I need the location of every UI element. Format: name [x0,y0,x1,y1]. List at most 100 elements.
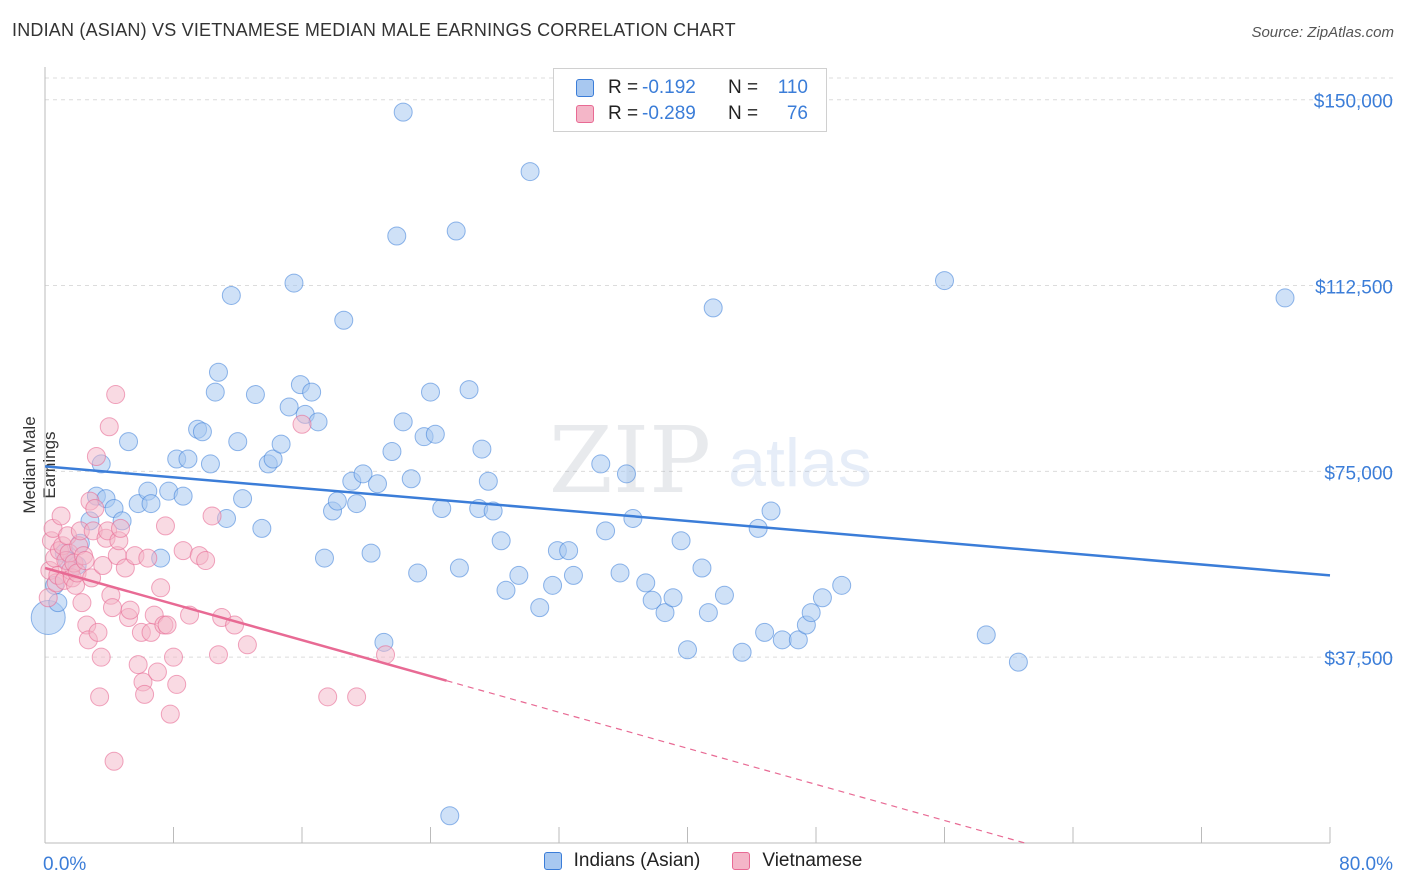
data-point-vietnamese [155,516,175,536]
legend-swatch-indians [576,79,594,97]
legend-swatch-indians [543,852,562,870]
data-point-indian [610,563,630,583]
chart-title: INDIAN (ASIAN) VS VIETNAMESE MEDIAN MALE… [12,20,736,40]
data-point-indian [192,422,212,442]
data-point-vietnamese [93,556,113,576]
data-point-indian [976,625,996,645]
y-tick-label: $37,500 [1324,649,1393,670]
data-point-indian [353,464,373,484]
data-point-vietnamese [173,541,193,561]
data-point-indian [308,412,328,432]
watermark-zip: ZIP [549,407,711,514]
data-point-indian [559,541,579,561]
data-point-vietnamese [99,417,119,437]
data-point-indian [1275,288,1295,308]
data-point-indian [483,501,503,521]
data-point-indian [563,565,583,585]
data-point-indian [408,563,428,583]
data-point-vietnamese [164,647,183,667]
data-point-vietnamese [167,674,187,694]
legend-r-label: R = [608,103,639,124]
data-point-indian [788,630,808,650]
data-point-indian [655,603,675,623]
watermark-atlas: atlas [728,425,872,501]
data-point-indian [440,806,460,826]
data-point-vietnamese [38,588,58,608]
data-point-indian [714,585,734,605]
data-point-indian [772,630,792,650]
data-point-indian [446,221,466,241]
data-point-indian [314,548,334,568]
data-point-indian [401,469,421,489]
legend-label-indians: Indians (Asian) [573,850,701,871]
data-point-indian [732,642,752,662]
data-point-vietnamese [237,635,257,655]
legend-label-vietnamese: Vietnamese [762,850,863,871]
legend-item-vietnamese[interactable]: Vietnamese [732,850,862,872]
data-point-indian [178,449,198,469]
data-point-indian [935,271,954,291]
data-point-indian [334,310,354,330]
data-point-vietnamese [72,593,92,613]
data-point-indian [347,494,367,514]
gridlines [45,77,1395,658]
legend-row-vietnamese: R = -0.289 N = 76 [576,101,808,127]
legend-n-value: 76 [786,103,808,124]
axes [44,67,1331,844]
y-tick-label: $150,000 [1314,92,1393,113]
data-point-indian [623,508,643,528]
data-point-indian [284,273,304,293]
data-point-indian [173,486,193,506]
data-point-vietnamese [147,662,167,682]
trend-line-vietnamese [44,566,447,682]
data-point-indian [478,471,498,491]
data-point-indian [367,474,387,494]
legend-item-indians[interactable]: Indians (Asian) [543,850,701,872]
data-point-vietnamese [86,447,106,466]
correlation-legend: R = -0.192 N = 110 R = -0.289 N = 76 [553,68,827,132]
data-point-indian [387,226,407,246]
data-point-vietnamese [160,704,180,724]
data-point-indian [616,464,636,484]
data-point-indian [698,603,718,623]
data-point-indian [472,439,492,459]
data-point-indian [200,454,220,474]
legend-n-value: 110 [777,77,808,98]
data-point-indian [263,449,283,469]
data-point-indian [642,590,662,610]
data-point-vietnamese [91,647,111,667]
data-point-vietnamese [208,645,228,665]
data-point-indian [421,382,440,402]
data-point-indian [1008,652,1028,672]
legend-swatch-vietnamese [732,852,751,870]
data-point-indian [761,501,781,521]
data-point-indian [596,521,616,541]
legend-n-label: N = [728,103,759,124]
data-point-indian [591,454,611,474]
data-point-indian [141,494,161,514]
data-point-vietnamese [138,548,158,568]
data-point-indian [663,588,683,608]
legend-n-label: N = [728,77,759,98]
data-point-indian [361,543,381,563]
series-legend: Indians (Asian) Vietnamese [0,850,1406,872]
data-point-indian [678,640,697,660]
data-point-vietnamese [106,385,126,405]
trend-lines [44,465,1331,844]
data-point-indian [382,442,402,462]
data-point-indian [393,102,413,122]
data-point-indian [271,434,291,454]
data-point-vietnamese [85,499,105,519]
data-point-indian [432,499,452,519]
data-point-indian [279,397,299,417]
data-point-indian [671,531,691,551]
data-point-vietnamese [120,600,140,620]
data-point-indian [491,531,511,551]
data-point-indian [205,382,225,402]
data-point-indian [449,558,469,578]
data-point-indian [530,598,550,618]
data-point-vietnamese [196,551,216,571]
y-tick-label: $75,000 [1324,463,1393,484]
data-point-indian [327,491,347,511]
